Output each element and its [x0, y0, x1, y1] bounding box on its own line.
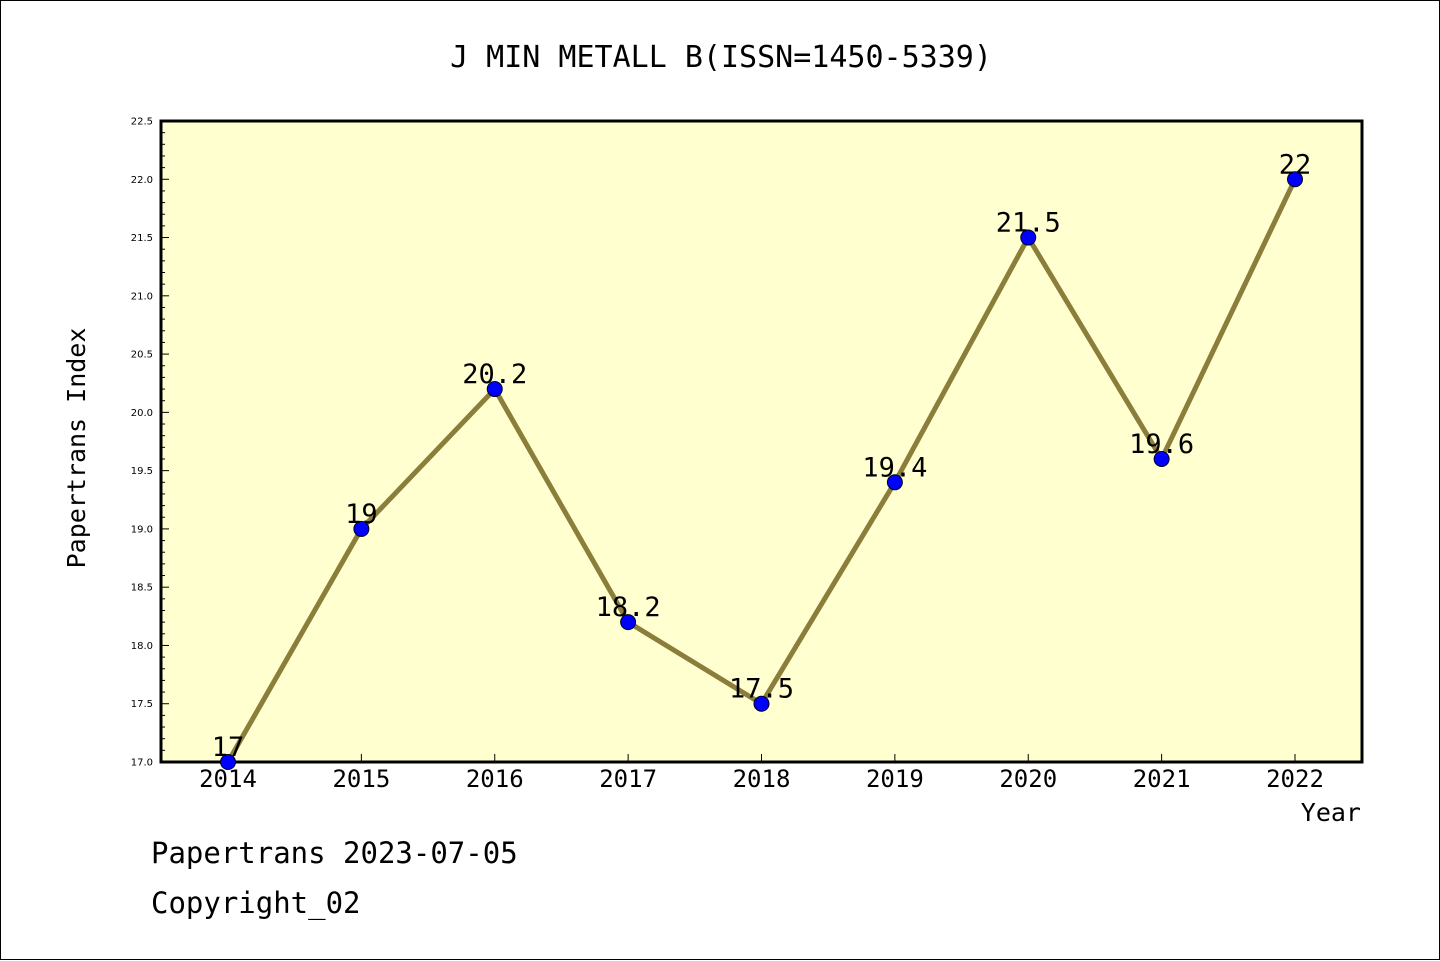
data-point — [753, 695, 770, 712]
series: 17 19 20.2 18.2 17.5 19.4 21.5 19.6 22 — [212, 149, 1312, 770]
plot-area — [159, 119, 1364, 764]
chart-title: J MIN METALL B(ISSN=1450-5339) — [450, 40, 992, 75]
y-tick-label: 17.5 — [131, 699, 153, 710]
data-label: 18.2 — [596, 592, 661, 623]
data-point — [486, 381, 503, 398]
y-axis-label: Papertrans Index — [62, 328, 91, 569]
y-axis: 17.0 17.5 18.0 18.5 19.0 19.5 20.0 20.5 21.0 21.5… — [131, 117, 169, 769]
y-tick-label: 21.5 — [131, 233, 153, 244]
x-axis: 2014 2015 2016 2017 2018 2019 2020 2021 2022 — [199, 754, 1324, 793]
x-tick-label: 2021 — [1133, 765, 1191, 793]
data-label: 17.5 — [729, 674, 794, 705]
data-point — [1153, 450, 1170, 467]
y-tick-label: 18.0 — [131, 641, 153, 652]
x-tick-label: 2022 — [1266, 765, 1324, 793]
y-tick-label: 17.0 — [131, 758, 153, 769]
y-tick-label: 21.0 — [131, 291, 153, 302]
x-axis-label: Year — [1301, 798, 1361, 827]
y-tick-label: 20.0 — [131, 408, 153, 419]
y-tick-label: 22.5 — [131, 117, 153, 128]
footer-copyright: Copyright_02 — [151, 886, 361, 920]
footer-date: Papertrans 2023-07-05 — [151, 836, 518, 870]
x-tick-label: 2015 — [332, 765, 390, 793]
x-tick-label: 2017 — [599, 765, 657, 793]
data-point — [1020, 229, 1037, 246]
y-tick-label: 19.0 — [131, 524, 153, 535]
data-point — [220, 754, 236, 770]
x-tick-label: 2018 — [733, 765, 791, 793]
data-point — [620, 614, 637, 631]
data-label: 22 — [1279, 149, 1312, 180]
data-point — [353, 520, 370, 537]
x-tick-label: 2019 — [866, 765, 924, 793]
y-tick-label: 18.5 — [131, 583, 153, 594]
data-label: 17 — [212, 732, 245, 763]
data-label: 21.5 — [996, 208, 1061, 239]
x-tick-label: 2020 — [999, 765, 1057, 793]
data-label: 19 — [345, 499, 378, 530]
y-tick-label: 22.0 — [131, 175, 153, 186]
y-tick-label: 19.5 — [131, 466, 153, 477]
data-label: 20.2 — [462, 359, 527, 390]
y-tick-label: 20.5 — [131, 350, 153, 361]
data-label: 19.4 — [862, 452, 927, 483]
data-point — [886, 474, 903, 491]
x-tick-label: 2016 — [466, 765, 524, 793]
data-point — [1287, 171, 1303, 188]
data-label: 19.6 — [1129, 429, 1194, 460]
